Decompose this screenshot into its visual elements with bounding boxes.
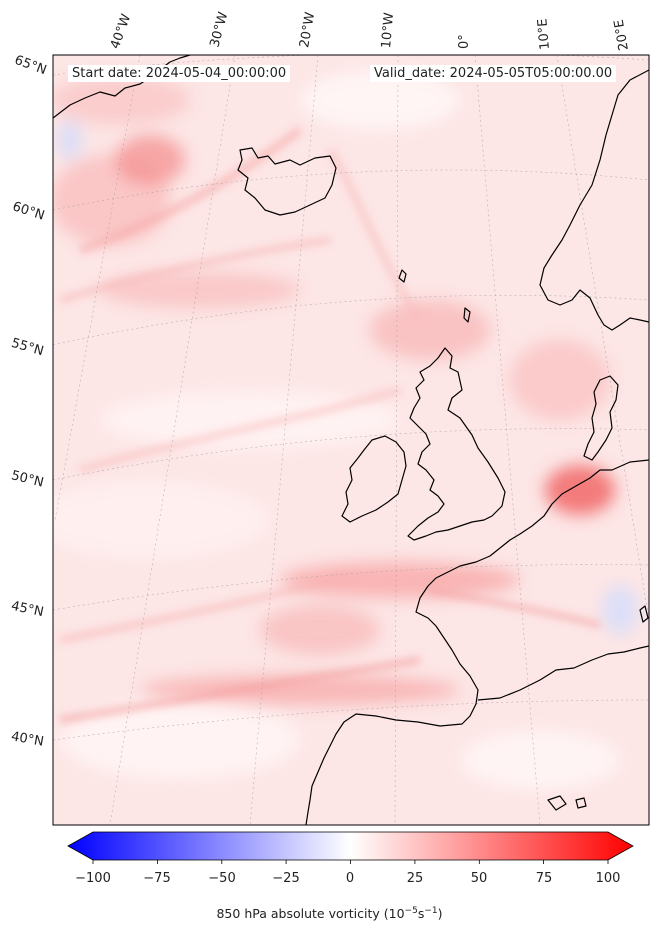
colorbar-tick-label: −50 xyxy=(208,871,236,886)
europe-mainland-coast xyxy=(305,459,649,825)
colorbar-label: 850 hPa absolute vorticity (10−5s−1) xyxy=(216,906,443,922)
shetland xyxy=(463,307,471,323)
map-frame xyxy=(53,55,649,825)
lon-label-0: 0° xyxy=(457,34,472,49)
faroe-islands xyxy=(398,269,407,283)
colorbar-tick-label: 50 xyxy=(470,871,488,886)
valid-date-label: Valid_date: 2024-05-05T05:00:00.00 xyxy=(370,65,617,82)
colorbar-tick-label: −25 xyxy=(272,871,300,886)
vorticity-field xyxy=(53,70,638,790)
colorbar-tick-label: 100 xyxy=(595,871,621,886)
vorticity-bands xyxy=(59,126,601,724)
colorbar xyxy=(67,831,634,864)
graticule-lines xyxy=(53,55,649,825)
map-border xyxy=(52,54,650,826)
colorbar-tick-label: 0 xyxy=(345,871,355,886)
balearic xyxy=(547,795,567,811)
corsica xyxy=(639,605,649,623)
colorbar-bar xyxy=(67,831,634,861)
coastlines xyxy=(53,55,649,825)
denmark-coast xyxy=(583,375,619,461)
lon-label-10e: 10°E xyxy=(535,17,553,51)
lon-label-10w: 10°W xyxy=(379,11,398,49)
scandinavia-coast xyxy=(539,69,649,331)
start-date-label: Start date: 2024-05-04_00:00:00 xyxy=(68,65,291,82)
colorbar-tick-label: −100 xyxy=(75,871,111,886)
colorbar-tick-label: 25 xyxy=(406,871,424,886)
colorbar-tick-label: −75 xyxy=(143,871,171,886)
colorbar-tick-label: 75 xyxy=(535,871,553,886)
iceland-coast xyxy=(237,147,337,216)
balearic-2 xyxy=(575,797,587,809)
greenland-coast xyxy=(53,55,191,119)
ireland-coast xyxy=(341,435,407,523)
colorbar-tick-marks xyxy=(92,860,609,864)
great-britain-coast xyxy=(407,347,506,541)
spain-east-coast xyxy=(477,645,649,701)
